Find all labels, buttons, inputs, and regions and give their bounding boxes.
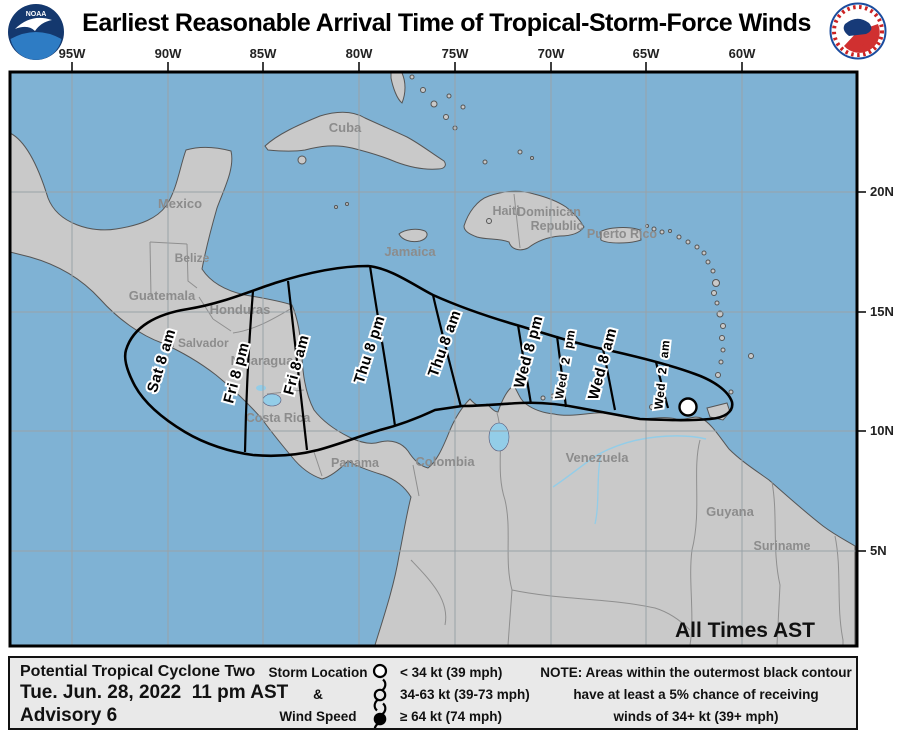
- lon-label: 80W: [346, 46, 373, 61]
- lat-label: 10N: [870, 423, 894, 438]
- isochrone-line: [368, 265, 397, 427]
- note-line: have at least a 5% chance of receiving: [573, 687, 819, 702]
- country-label: Colombia: [415, 454, 475, 469]
- lon-label: 95W: [59, 46, 86, 61]
- note-line: winds of 34+ kt (39+ mph): [613, 709, 779, 724]
- nws-logo-icon: [829, 2, 887, 60]
- country-label: Panama: [331, 456, 380, 470]
- isochrone-line: [431, 294, 463, 408]
- axis-labels: 95W 90W 85W 80W 75W 70W 65W 60W 20N 15N …: [59, 46, 894, 558]
- landmass-group: [9, 71, 856, 646]
- country-label: Dominican: [517, 205, 581, 219]
- isochrone-line: [286, 280, 309, 451]
- country-label: Suriname: [754, 539, 811, 553]
- legend-panel: Potential Tropical Cyclone Two Tue. Jun.…: [8, 656, 858, 730]
- storm-location-dot: [678, 397, 698, 417]
- lake-maracaibo: [488, 422, 510, 452]
- small-islands: [297, 74, 754, 410]
- hurricane-icon: [373, 702, 387, 728]
- country-label: Honduras: [210, 302, 271, 317]
- page-title: Earliest Reasonable Arrival Time of Trop…: [82, 9, 811, 37]
- country-label: Cuba: [329, 120, 362, 135]
- noaa-gull: [15, 17, 52, 31]
- nws-cloud: [843, 18, 872, 36]
- axis-ticks: [71, 62, 866, 552]
- tropical-storm-icon: [373, 678, 387, 712]
- country-label: Nicaragua: [231, 353, 295, 368]
- symbol-label-ge64: ≥ 64 kt (74 mph): [400, 709, 502, 724]
- land-florida-tip: [390, 71, 406, 104]
- country-label: Mexico: [158, 196, 202, 211]
- isochrone-line: [555, 335, 568, 408]
- land-puerto-rico: [599, 227, 642, 244]
- advisory-datetime: Tue. Jun. 28, 2022 11 pm AST: [20, 682, 289, 703]
- isochrone-line: [601, 348, 617, 411]
- country-label: Guyana: [706, 504, 754, 519]
- orinoco-river: [552, 435, 707, 488]
- lake-nicaragua: [262, 393, 282, 407]
- lon-label: 65W: [633, 46, 660, 61]
- country-label: Belize: [175, 251, 210, 265]
- storm-name: Potential Tropical Cyclone Two: [20, 663, 256, 680]
- country-label: Guatemala: [129, 288, 196, 303]
- wind-arrival-contours: [123, 264, 734, 458]
- country-label: Haiti: [492, 204, 519, 218]
- country-labels: Mexico Cuba Belize Guatemala Honduras El…: [129, 120, 811, 553]
- open-circle-icon: [372, 663, 388, 679]
- country-label: Venezuela: [566, 450, 630, 465]
- symbol-label-lt34: < 34 kt (39 mph): [400, 665, 503, 680]
- lon-label: 90W: [155, 46, 182, 61]
- note-line: NOTE: Areas within the outermost black c…: [540, 665, 852, 680]
- isochrone-line: [243, 290, 255, 453]
- nws-drop: [859, 38, 864, 46]
- legend-header-storm-location: Storm Location: [268, 665, 368, 680]
- symbol-label-34-63: 34-63 kt (39-73 mph): [400, 687, 530, 702]
- country-label: Republic: [531, 219, 584, 233]
- country-label: Puerto Rico: [587, 227, 658, 241]
- advisory-number: Advisory 6: [20, 705, 118, 726]
- lon-label: 70W: [538, 46, 565, 61]
- land-cuba: [264, 111, 446, 170]
- storm-symbols: [372, 663, 388, 728]
- noaa-logo-text: NOAA: [26, 11, 47, 18]
- country-label: El Salvador: [163, 336, 229, 350]
- legend-header-wind-speed: Wind Speed: [279, 709, 357, 724]
- land-jamaica: [398, 228, 428, 243]
- lat-label: 5N: [870, 543, 887, 558]
- isochrone-lines: [243, 265, 670, 453]
- legend-header-amp: &: [313, 687, 323, 702]
- isochrone-line: [654, 361, 670, 409]
- noaa-logo-icon: NOAA: [8, 4, 64, 60]
- lon-label: 60W: [729, 46, 756, 61]
- land-hispaniola: [463, 190, 585, 251]
- map-frame: [8, 70, 859, 648]
- lon-label: 85W: [250, 46, 277, 61]
- isochrone-line: [516, 324, 533, 405]
- lon-label: 75W: [442, 46, 469, 61]
- nws-ring-text: [832, 5, 884, 57]
- all-times-label: All Times AST: [675, 619, 815, 642]
- lat-label: 20N: [870, 184, 894, 199]
- outer-contour: [123, 264, 734, 458]
- country-label: Costa Rica: [246, 411, 312, 425]
- lat-label: 15N: [870, 304, 894, 319]
- country-label: Jamaica: [384, 244, 436, 259]
